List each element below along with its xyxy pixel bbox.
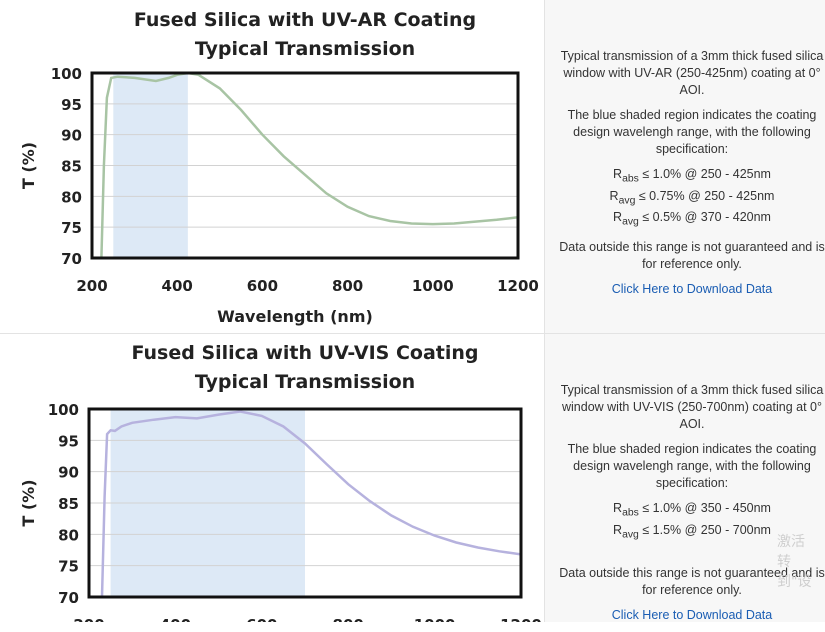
chart-subtitle: Typical Transmission: [195, 38, 415, 60]
plot-frame: [87, 407, 523, 599]
spec-symbol: R: [609, 188, 619, 203]
y-tick-label: 70: [61, 250, 82, 268]
y-tick-label: 90: [61, 127, 82, 145]
y-tick-label: 80: [61, 188, 82, 206]
chart-title: Fused Silica with UV-VIS Coating: [131, 342, 478, 364]
y-tick-label: 100: [48, 401, 79, 419]
spec-item: Ravg ≤ 0.5% @ 370 - 420nm: [559, 209, 825, 231]
spec-symbol: R: [613, 210, 623, 224]
x-tick-label: 400: [162, 277, 193, 295]
description-cell: Typical transmission of a 3mm thick fuse…: [545, 334, 825, 622]
x-tick-label: 800: [333, 616, 364, 622]
y-tick-label: 75: [61, 219, 82, 237]
y-tick-label: 85: [61, 158, 82, 176]
y-tick-label: 90: [58, 464, 79, 482]
product-row-uv-vis: Fused Silica with UV-VIS Coating Typical …: [0, 333, 825, 622]
x-tick-label: 1000: [412, 277, 454, 295]
download-data-link[interactable]: Click Here to Download Data: [611, 281, 773, 296]
watermark-line: 转到"设: [777, 554, 812, 590]
chart-cell: Fused Silica with UV-VIS Coating Typical …: [0, 334, 545, 622]
description-text: The blue shaded region indicates the coa…: [567, 442, 817, 490]
spec-value: ≤ 1.5% @ 250 - 700nm: [638, 522, 771, 537]
transmission-chart-uv-vis: Fused Silica with UV-VIS Coating Typical …: [19, 342, 542, 622]
transmission-series-line: [100, 410, 521, 597]
spec-symbol: R: [613, 167, 623, 181]
spec-subscript: abs: [622, 173, 639, 185]
spec-subscript: avg: [622, 216, 639, 228]
y-tick-label: 70: [58, 589, 79, 607]
y-axis-label: T (%): [19, 142, 38, 189]
spec-value: ≤ 0.5% @ 370 - 420nm: [638, 210, 771, 224]
x-tick-label: 600: [246, 616, 277, 622]
product-row-uv-ar: Fused Silica with UV-AR Coating Typical T…: [0, 0, 825, 333]
spec-subscript: avg: [618, 195, 636, 206]
chart-subtitle: Typical Transmission: [195, 371, 415, 393]
x-tick-label: 200: [73, 616, 104, 622]
x-tick-label: 400: [160, 616, 191, 622]
spec-subscript: avg: [622, 529, 639, 540]
x-axis-label: Wavelength (nm): [217, 307, 373, 326]
description-text: Typical transmission of a 3mm thick fuse…: [560, 49, 824, 97]
download-data-link[interactable]: Click Here to Download Data: [611, 608, 773, 622]
description-text: The blue shaded region indicates the coa…: [567, 108, 817, 156]
spec-item: Ravg ≤ 1.5% @ 250 - 700nm: [559, 522, 825, 544]
spec-symbol: R: [613, 522, 623, 537]
transmission-chart-uv-ar: Fused Silica with UV-AR Coating Typical T…: [19, 9, 539, 326]
spec-list: Rabs ≤ 1.0% @ 350 - 450nm Ravg ≤ 1.5% @ …: [559, 500, 825, 543]
x-tick-label: 1200: [500, 616, 542, 622]
y-tick-label: 100: [51, 65, 82, 83]
y-tick-label: 80: [58, 526, 79, 544]
spec-value: ≤ 0.75% @ 250 - 425nm: [635, 188, 775, 203]
plot-frame: [90, 71, 520, 260]
spec-subscript: abs: [622, 507, 639, 519]
chart-cell: Fused Silica with UV-AR Coating Typical T…: [0, 0, 545, 333]
x-tick-label: 800: [332, 277, 363, 295]
y-axis-label: T (%): [19, 479, 38, 526]
spec-symbol: R: [613, 501, 623, 515]
disclaimer-text: Data outside this range is not guarantee…: [559, 239, 825, 271]
spec-item: Rabs ≤ 1.0% @ 250 - 425nm: [559, 166, 825, 188]
description-block: Typical transmission of a 3mm thick fuse…: [559, 48, 825, 306]
x-tick-label: 1200: [497, 277, 539, 295]
y-tick-label: 85: [58, 495, 79, 513]
spec-item: Rabs ≤ 1.0% @ 350 - 450nm: [559, 500, 825, 522]
y-tick-label: 75: [58, 558, 79, 576]
spec-value: ≤ 1.0% @ 350 - 450nm: [638, 501, 771, 515]
activation-watermark: 激活 转到"设: [777, 532, 825, 592]
chart-title: Fused Silica with UV-AR Coating: [134, 9, 476, 31]
description-text: Typical transmission of a 3mm thick fuse…: [560, 383, 824, 431]
y-tick-label: 95: [58, 432, 79, 450]
spec-value: ≤ 1.0% @ 250 - 425nm: [638, 167, 771, 181]
x-tick-label: 600: [247, 277, 278, 295]
x-tick-label: 1000: [414, 616, 456, 622]
description-block: Typical transmission of a 3mm thick fuse…: [559, 382, 825, 632]
description-cell: Typical transmission of a 3mm thick fuse…: [545, 0, 825, 333]
transmission-series-line: [100, 73, 518, 258]
spec-list: Rabs ≤ 1.0% @ 250 - 425nm Ravg ≤ 0.75% @…: [559, 166, 825, 231]
disclaimer-text: Data outside this range is not guarantee…: [559, 566, 825, 597]
x-tick-label: 200: [76, 277, 107, 295]
spec-item: Ravg ≤ 0.75% @ 250 - 425nm: [559, 188, 825, 210]
y-tick-label: 95: [61, 96, 82, 114]
watermark-line: 激活: [777, 534, 805, 550]
